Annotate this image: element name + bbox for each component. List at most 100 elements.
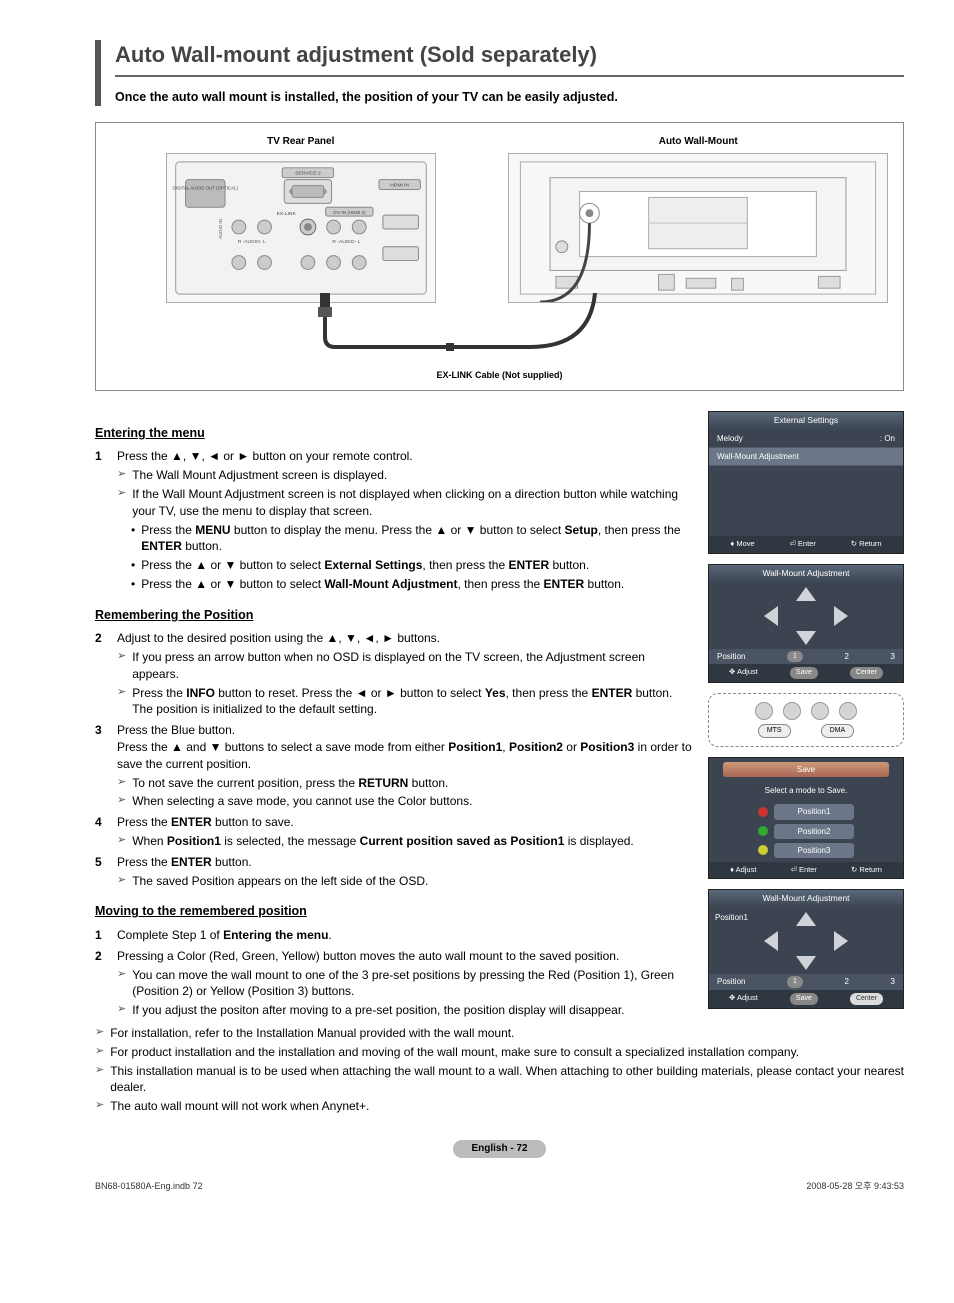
green-dot-icon (758, 826, 768, 836)
bullet-text: Press the ▲ or ▼ button to select Wall-M… (141, 576, 624, 593)
arrow-left-icon (764, 931, 778, 951)
step-number: 2 (95, 630, 117, 718)
remote-color-buttons: MTS DMA (708, 693, 904, 747)
position-option: Position3 (774, 843, 855, 858)
moving-heading: Moving to the remembered position (95, 903, 692, 921)
color-button-icon (755, 702, 773, 720)
position-number: 2 (845, 651, 849, 663)
note-text: When Position1 is selected, the message … (132, 833, 634, 850)
osd-title: External Settings (709, 412, 903, 430)
step-number: 3 (95, 722, 117, 810)
red-dot-icon (758, 807, 768, 817)
osd-hint: Save (790, 993, 818, 1005)
position-badge: 1 (787, 651, 803, 663)
step-text: Adjust to the desired position using the… (117, 631, 440, 645)
page-number-pill: English - 72 (453, 1140, 545, 1158)
note-text: The saved Position appears on the left s… (132, 873, 428, 890)
osd-hint: ♦ Move (730, 539, 754, 550)
svg-text:R -AUDIO- L: R -AUDIO- L (332, 239, 360, 245)
step-number: 2 (95, 948, 117, 1019)
step-number: 1 (95, 448, 117, 592)
svg-text:EX-LINK: EX-LINK (276, 211, 296, 217)
intro-text: Once the auto wall mount is installed, t… (115, 89, 904, 107)
osd-title: Wall-Mount Adjustment (709, 565, 903, 583)
position-number: 2 (845, 976, 849, 988)
osd-hint: ↻ Return (851, 539, 882, 550)
tv-panel-label: TV Rear Panel (267, 135, 334, 149)
diagram-box: TV Rear Panel DIGITAL AUDIO OUT (OPTICAL… (95, 122, 904, 391)
osd-hint: ⏎ Enter (791, 865, 817, 876)
position-number: 3 (891, 651, 895, 663)
doc-footer-right: 2008-05-28 오후 9:43:53 (806, 1180, 904, 1193)
osd-label: Position (717, 651, 745, 663)
page-title: Auto Wall-mount adjustment (Sold separat… (115, 40, 904, 77)
step-number: 4 (95, 814, 117, 850)
mts-button: MTS (758, 724, 791, 738)
exlink-cable-label: EX-LINK Cable (Not supplied) (437, 369, 563, 382)
arrow-up-icon (796, 587, 816, 601)
step-text: Complete Step 1 of Entering the menu. (117, 928, 332, 942)
arrow-right-icon (834, 931, 848, 951)
position-option: Position1 (774, 804, 855, 819)
note-text: Press the INFO button to reset. Press th… (132, 685, 692, 719)
bullet-text: Press the MENU button to display the men… (141, 522, 692, 556)
final-note: For installation, refer to the Installat… (110, 1025, 514, 1042)
osd-title: Wall-Mount Adjustment (709, 890, 903, 908)
arrow-left-icon (764, 606, 778, 626)
color-button-icon (811, 702, 829, 720)
saved-position-label: Position1 (715, 912, 748, 923)
svg-text:SERVICE 2: SERVICE 2 (295, 171, 321, 177)
wall-mount-diagram (508, 153, 888, 303)
note-text: If you press an arrow button when no OSD… (132, 649, 692, 683)
mount-label: Auto Wall-Mount (659, 135, 738, 149)
arrow-right-icon (834, 606, 848, 626)
note-text: You can move the wall mount to one of th… (132, 967, 692, 1001)
yellow-dot-icon (758, 845, 768, 855)
note-text: If the Wall Mount Adjustment screen is n… (132, 486, 692, 520)
step-text: Press the ▲ and ▼ buttons to select a sa… (117, 740, 692, 771)
osd-hint: ✥ Adjust (729, 667, 758, 679)
osd-label: Wall-Mount Adjustment (717, 451, 799, 462)
arrow-up-icon (796, 912, 816, 926)
osd-hint: Center (850, 993, 883, 1005)
final-note: For product installation and the install… (110, 1044, 799, 1061)
note-text: When selecting a save mode, you cannot u… (132, 793, 472, 810)
osd-hint: ↻ Return (851, 865, 882, 876)
osd-label: Melody (717, 433, 743, 444)
osd-external-settings: External Settings Melody : On Wall-Mount… (708, 411, 904, 554)
note-text: The Wall Mount Adjustment screen is disp… (132, 467, 387, 484)
color-button-icon (839, 702, 857, 720)
osd-wma-adjust: Wall-Mount Adjustment Position 1 2 3 ✥ A… (708, 564, 904, 683)
exlink-cable-diagram (150, 293, 850, 363)
arrow-down-icon (796, 631, 816, 645)
svg-text:DVI IN (HDMI 2): DVI IN (HDMI 2) (333, 210, 366, 215)
final-note: This installation manual is to be used w… (110, 1063, 904, 1097)
step-text: Press the ENTER button. (117, 855, 252, 869)
color-button-icon (783, 702, 801, 720)
osd-hint: ⏎ Enter (790, 539, 816, 550)
osd-hint: ✥ Adjust (729, 993, 758, 1005)
osd-save: Save Select a mode to Save. Position1 Po… (708, 757, 904, 879)
doc-footer-left: BN68-01580A-Eng.indb 72 (95, 1180, 203, 1193)
step-number: 5 (95, 854, 117, 890)
svg-text:R -AUDIO- L: R -AUDIO- L (237, 239, 265, 245)
arrow-down-icon (796, 956, 816, 970)
osd-hint: ♦ Adjust (730, 865, 756, 876)
remembering-heading: Remembering the Position (95, 607, 692, 625)
note-text: To not save the current position, press … (132, 775, 448, 792)
osd-hint: Save (790, 667, 818, 679)
step-number: 1 (95, 927, 117, 944)
osd-title: Save (723, 762, 889, 777)
position-option: Position2 (774, 824, 855, 839)
step-text: Pressing a Color (Red, Green, Yellow) bu… (117, 949, 619, 963)
position-badge: 1 (787, 976, 803, 988)
bullet-text: Press the ▲ or ▼ button to select Extern… (141, 557, 589, 574)
osd-message: Select a mode to Save. (709, 781, 903, 800)
position-number: 3 (891, 976, 895, 988)
osd-wma-position1: Wall-Mount Adjustment Position1 Position… (708, 889, 904, 1008)
entering-heading: Entering the menu (95, 425, 692, 443)
note-text: If you adjust the positon after moving t… (132, 1002, 624, 1019)
osd-label: Position (717, 976, 745, 988)
svg-text:HDMI IN: HDMI IN (390, 183, 409, 189)
step-text: Press the ENTER button to save. (117, 815, 294, 829)
